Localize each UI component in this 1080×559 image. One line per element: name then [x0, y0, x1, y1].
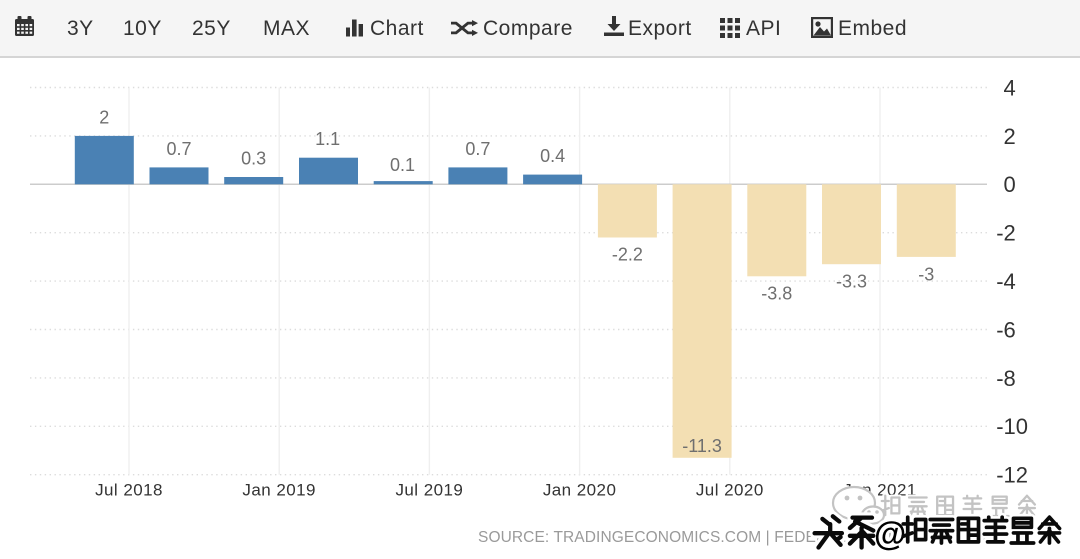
svg-text:0: 0 [1004, 172, 1016, 197]
svg-text:-11.3: -11.3 [682, 436, 722, 456]
svg-text:0.7: 0.7 [166, 139, 191, 159]
svg-text:-3.3: -3.3 [836, 272, 867, 292]
svg-text:-4: -4 [996, 269, 1016, 294]
svg-text:-3.8: -3.8 [761, 284, 792, 304]
svg-text:Jan 2020: Jan 2020 [543, 480, 617, 499]
svg-text:-6: -6 [996, 317, 1016, 342]
svg-text:-12: -12 [996, 463, 1028, 488]
svg-text:0.1: 0.1 [390, 155, 415, 175]
svg-text:0.4: 0.4 [540, 146, 565, 166]
svg-text:-8: -8 [996, 366, 1016, 391]
svg-text:-3: -3 [918, 265, 934, 285]
svg-text:-2: -2 [996, 221, 1016, 246]
svg-text:Jan 2019: Jan 2019 [242, 480, 316, 499]
svg-text:Jul 2019: Jul 2019 [395, 480, 463, 499]
svg-text:0.3: 0.3 [241, 149, 266, 169]
svg-text:Jul 2018: Jul 2018 [95, 480, 163, 499]
svg-text:4: 4 [1004, 75, 1016, 100]
svg-text:1.1: 1.1 [315, 129, 340, 149]
svg-text:2: 2 [1004, 124, 1016, 149]
svg-text:2: 2 [99, 107, 109, 127]
svg-text:-2.2: -2.2 [612, 245, 643, 265]
svg-text:0.7: 0.7 [465, 139, 490, 159]
svg-text:@: @ [874, 515, 906, 552]
svg-text:-10: -10 [996, 414, 1028, 439]
svg-text:Jul 2020: Jul 2020 [696, 480, 764, 499]
